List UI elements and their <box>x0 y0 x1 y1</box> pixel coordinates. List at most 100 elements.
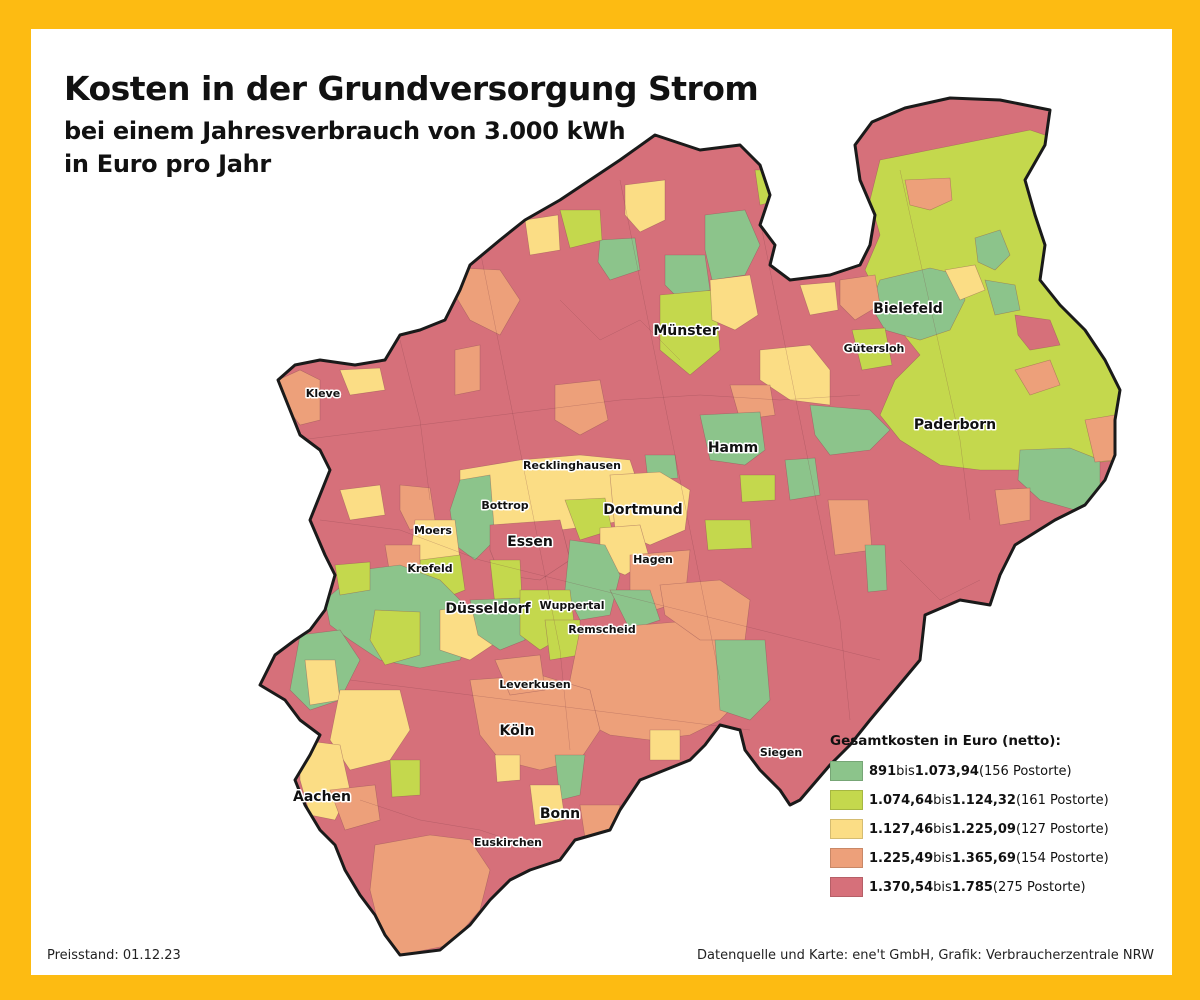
city-label-bottrop: Bottrop <box>481 499 528 512</box>
region-koeln-yellow <box>494 754 521 783</box>
region-bottrop-green <box>449 474 496 561</box>
region-ow-orange <box>1014 359 1061 396</box>
region-coesfeld-orange <box>454 344 481 396</box>
region-muenster-w <box>597 237 641 281</box>
legend-count-2: (161 Postorte) <box>1015 792 1109 808</box>
region-olpe-green <box>714 639 771 721</box>
legend-item-2: 1.074,64 bis 1.124,32 (161 Postorte) <box>830 790 1109 810</box>
legend-swatch-4 <box>830 848 863 868</box>
region-aachen-orange <box>329 784 381 831</box>
region-ow-green2 <box>984 279 1021 316</box>
legend-count-5: (275 Postorte) <box>992 879 1086 895</box>
legend-from-4: 1.225,49 <box>869 850 934 866</box>
city-label-euskirchen: Euskirchen <box>474 836 542 849</box>
region-kleve-yellow <box>339 367 386 396</box>
region-bonn-yellow <box>529 784 566 826</box>
city-label-duesseldorf: Düsseldorf <box>445 601 531 617</box>
region-ow-green1 <box>974 229 1011 271</box>
legend-swatch-2 <box>830 790 863 810</box>
region-brilon-orange <box>994 487 1031 526</box>
region-muenster-ne <box>704 209 761 281</box>
city-label-hagen: Hagen <box>633 553 673 566</box>
legend-swatch-1 <box>830 761 863 781</box>
legend-mid-3: bis <box>933 821 952 837</box>
legend-count-1: (156 Postorte) <box>978 763 1072 779</box>
legend-title: Gesamtkosten in Euro (netto): <box>830 733 1061 749</box>
legend-swatch-5 <box>830 877 863 897</box>
legend-to-5: 1.785 <box>951 879 993 895</box>
region-borken-yellow2 <box>524 214 561 256</box>
region-soest-green <box>809 404 891 456</box>
region-ow-small <box>904 177 953 211</box>
city-label-muenster: Münster <box>653 323 718 339</box>
city-label-essen: Essen <box>507 534 553 550</box>
region-soest-green2 <box>784 457 821 501</box>
region-aachen-lime <box>389 759 421 798</box>
legend-mid-1: bis <box>896 763 915 779</box>
region-leverkusen-orange <box>494 654 546 696</box>
legend-mid-5: bis <box>933 879 952 895</box>
legend-mid-4: bis <box>933 850 952 866</box>
region-warendorf-orange <box>839 274 881 321</box>
region-guetersloh <box>851 327 893 371</box>
legend-item-1: 891 bis 1.073,94 (156 Postorte) <box>830 761 1109 781</box>
city-label-krefeld: Krefeld <box>407 562 452 575</box>
region-heinsberg-yellow <box>304 659 341 706</box>
region-viersen-lime <box>334 561 371 596</box>
city-label-paderborn: Paderborn <box>914 417 996 433</box>
map-subtitle-line2: in Euro pro Jahr <box>64 150 271 178</box>
region-haltern-orange <box>554 379 609 436</box>
region-hochsauer-green <box>864 544 888 593</box>
region-unna-lime2 <box>704 519 753 551</box>
city-label-kleve: Kleve <box>306 387 340 400</box>
region-wesel-yellow <box>339 484 386 521</box>
region-rhein-sieg-yellow <box>649 729 681 761</box>
city-label-hamm: Hamm <box>708 440 758 456</box>
region-ow-red <box>1014 314 1061 351</box>
region-muenster-yellow <box>709 274 759 331</box>
city-label-recklinghausen: Recklinghausen <box>523 459 621 472</box>
region-ahlen-orange <box>729 384 776 421</box>
legend-to-4: 1.365,69 <box>951 850 1016 866</box>
legend-to-3: 1.225,09 <box>951 821 1016 837</box>
region-unna-lime <box>739 474 776 503</box>
city-label-moers: Moers <box>414 524 452 537</box>
region-warendorf-yellow <box>799 281 839 316</box>
region-mg-lime <box>369 609 421 666</box>
region-borken-lime <box>559 209 603 249</box>
city-label-wuppertal: Wuppertal <box>539 599 604 612</box>
map-subtitle-line1: bei einem Jahresverbrauch von 3.000 kWh <box>64 117 626 145</box>
legend-count-4: (154 Postorte) <box>1015 850 1109 866</box>
legend-item-5: 1.370,54 bis 1.785 (275 Postorte) <box>830 877 1109 897</box>
city-label-remscheid: Remscheid <box>568 623 635 636</box>
legend-mid-2: bis <box>933 792 952 808</box>
legend-from-2: 1.074,64 <box>869 792 934 808</box>
legend-item-4: 1.225,49 bis 1.365,69 (154 Postorte) <box>830 848 1109 868</box>
region-muenster-city <box>659 289 721 376</box>
region-bielefeld <box>869 267 966 341</box>
legend-to-2: 1.124,32 <box>951 792 1016 808</box>
city-label-bonn: Bonn <box>540 806 580 822</box>
map-legend: Gesamtkosten in Euro (netto): 891 bis 1.… <box>830 733 1109 906</box>
city-label-guetersloh: Gütersloh <box>844 342 905 355</box>
region-mk-green <box>609 589 661 631</box>
region-hamm <box>699 411 766 466</box>
city-label-dortmund: Dortmund <box>603 502 682 518</box>
legend-from-5: 1.370,54 <box>869 879 934 895</box>
city-label-siegen: Siegen <box>760 746 802 759</box>
municipal-borders <box>299 169 981 851</box>
legend-item-3: 1.127,46 bis 1.225,09 (127 Postorte) <box>830 819 1109 839</box>
city-label-koeln: Köln <box>500 723 535 739</box>
legend-from-3: 1.127,46 <box>869 821 934 837</box>
region-borken-yellow <box>624 179 666 233</box>
map-title: Kosten in der Grundversorgung Strom <box>64 69 759 108</box>
region-mettmann-green <box>469 597 526 651</box>
city-label-leverkusen: Leverkusen <box>499 678 571 691</box>
legend-to-1: 1.073,94 <box>914 763 979 779</box>
legend-swatch-3 <box>830 819 863 839</box>
region-ow-yellow <box>944 264 986 301</box>
region-beckum-yellow <box>759 344 831 406</box>
city-label-bielefeld: Bielefeld <box>873 301 943 317</box>
city-label-aachen: Aachen <box>293 789 351 805</box>
